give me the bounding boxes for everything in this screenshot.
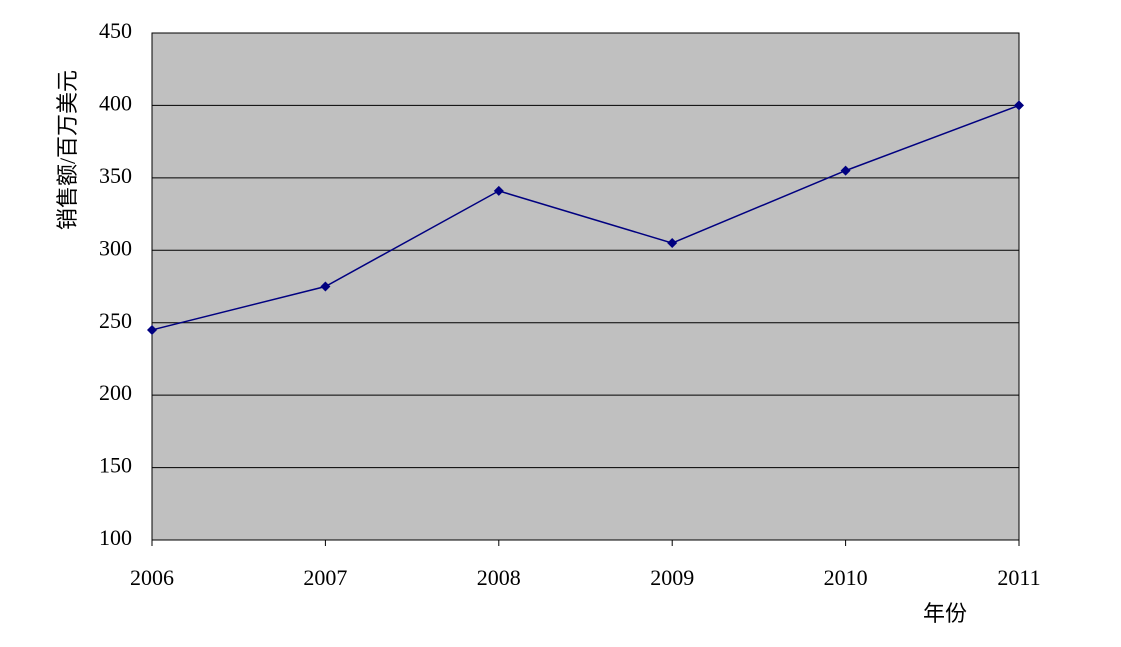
x-tick-label: 2007 — [303, 565, 347, 590]
data-point — [1014, 100, 1024, 111]
y-tick-label: 450 — [99, 18, 132, 43]
plot-area — [151, 32, 1020, 541]
y-axis-label: 销售额/百万美元 — [55, 70, 80, 230]
x-tick-label: 2011 — [997, 565, 1040, 590]
y-tick-label: 150 — [99, 453, 132, 478]
data-point — [667, 238, 678, 249]
data-point — [840, 165, 851, 176]
data-point — [320, 281, 331, 292]
y-tick-label: 100 — [99, 525, 132, 550]
data-point — [147, 324, 157, 335]
x-tick-label: 2008 — [477, 565, 521, 590]
data-point — [493, 185, 504, 196]
data-line — [151, 104, 1020, 331]
x-tick-label: 2009 — [650, 565, 694, 590]
x-axis-label: 年份 — [923, 601, 967, 626]
y-tick-label: 350 — [99, 163, 132, 188]
y-tick-label: 200 — [99, 380, 132, 405]
y-tick-label: 250 — [99, 308, 132, 333]
y-tick-label: 300 — [99, 235, 132, 260]
x-tick-label: 2006 — [130, 565, 174, 590]
x-tick-label: 2010 — [824, 565, 868, 590]
y-tick-label: 400 — [99, 90, 132, 115]
